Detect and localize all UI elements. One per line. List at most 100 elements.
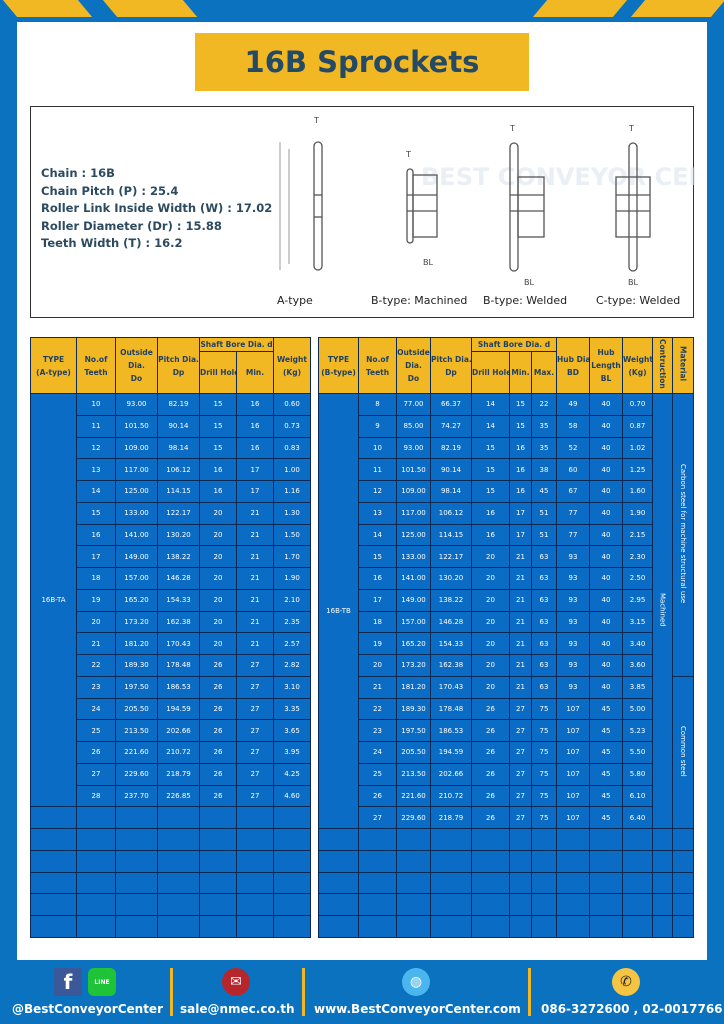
hub-length-cell: 40 [589, 654, 623, 677]
min-bore-cell: 17 [509, 501, 532, 525]
pitch-dia-cell: 114.15 [430, 523, 472, 547]
hub-length-cell: 40 [589, 501, 623, 525]
website-link[interactable]: www.BestConveyorCenter.com [314, 1002, 521, 1016]
min-bore-cell: 21 [509, 545, 532, 568]
empty-cell [531, 915, 557, 938]
svg-text:T: T [313, 116, 319, 125]
empty-cell [556, 915, 590, 938]
empty-cell [471, 849, 510, 873]
pitch-dia-cell: 122.17 [157, 501, 200, 525]
drill-hole-cell: 26 [199, 741, 237, 764]
weight-cell: 1.00 [273, 458, 311, 481]
hub-dia-cell: 107 [556, 784, 590, 808]
empty-cell [236, 893, 274, 916]
a-type-table: TYPE (A-type) No.of Teeth Outside Dia. Do Pi… [30, 337, 311, 938]
empty-cell [115, 849, 158, 873]
weight-cell: 1.16 [273, 480, 311, 503]
table-row [318, 871, 694, 895]
table-row: 24 205.50 194.59 26 27 3.35 [31, 697, 311, 721]
pitch-dia-cell: 202.66 [430, 762, 472, 786]
outside-dia-cell: 221.60 [115, 741, 158, 764]
empty-cell [76, 893, 116, 916]
drill-hole-cell: 20 [471, 654, 510, 677]
pitch-dia-cell: 210.72 [430, 784, 472, 808]
hub-length-cell: 45 [589, 762, 623, 786]
facebook-icon[interactable]: f [54, 968, 82, 996]
table-row: 15 133.00 122.17 20 21 1.30 [31, 501, 311, 525]
drill-hole-cell: 15 [199, 414, 237, 438]
table-row: 16 141.00 130.20 20 21 1.50 [31, 523, 311, 547]
weight-cell: 0.70 [622, 393, 653, 416]
pitch-dia-cell: 106.12 [157, 458, 200, 481]
max-bore-cell: 35 [531, 414, 557, 438]
empty-cell [589, 871, 623, 895]
pitch-dia-cell: 218.79 [157, 762, 200, 786]
empty-cell [622, 871, 653, 895]
table-row: 10 93.00 82.19 15 16 35 52 40 1.02 [319, 436, 694, 460]
teeth-cell: 19 [76, 588, 116, 612]
drill-hole-cell: 15 [471, 458, 510, 481]
weight-cell: 0.60 [273, 393, 311, 416]
outside-dia-cell: 141.00 [115, 523, 158, 547]
min-bore-cell: 21 [509, 675, 532, 699]
col-shaft-bore: Shaft Bore Dia. d [199, 337, 274, 352]
empty-cell [199, 806, 237, 829]
svg-text:BL: BL [628, 278, 638, 287]
outside-dia-cell: 117.00 [115, 458, 158, 481]
table-row [30, 893, 311, 916]
phone-numbers[interactable]: 086-3272600 , 02-0017766 [541, 1002, 723, 1016]
teeth-cell: 18 [76, 567, 116, 590]
empty-cell [157, 849, 200, 873]
hub-dia-cell: 93 [556, 632, 590, 655]
empty-cell [30, 806, 77, 829]
empty-cell [273, 915, 311, 938]
hub-dia-cell: 93 [556, 675, 590, 699]
outside-dia-cell: 109.00 [115, 436, 158, 460]
max-bore-cell: 63 [531, 675, 557, 699]
table-row: 26 221.60 210.72 26 27 75 107 45 6.10 [319, 784, 694, 808]
drill-hole-cell: 26 [471, 762, 510, 786]
pitch-dia-cell: 178.48 [157, 654, 200, 677]
min-bore-cell: 27 [509, 719, 532, 742]
line-icon[interactable]: LINE [88, 968, 116, 996]
outside-dia-cell: 125.00 [115, 480, 158, 503]
drill-hole-cell: 20 [199, 545, 237, 568]
empty-cell [589, 828, 623, 851]
max-bore-cell: 63 [531, 610, 557, 634]
empty-cell [652, 871, 673, 895]
social-handle[interactable]: @BestConveyorCenter [12, 1002, 163, 1016]
pitch-dia-cell: 170.43 [157, 632, 200, 655]
pitch-dia-cell: 114.15 [157, 480, 200, 503]
material-value: Common steel [679, 726, 687, 777]
page-title: 16B Sprockets [195, 33, 529, 91]
spec-roller-width: Roller Link Inside Width (W) : 17.02 [41, 201, 273, 215]
min-bore-cell: 17 [236, 458, 274, 481]
teeth-cell: 23 [76, 675, 116, 699]
drill-hole-cell: 20 [199, 501, 237, 525]
col-pitch-dia: Pitch Dia. Dp [157, 337, 200, 394]
table-row [30, 806, 311, 829]
globe-icon: ◍ [402, 968, 430, 996]
divider [170, 968, 173, 1016]
outside-dia-cell: 157.00 [115, 567, 158, 590]
pitch-dia-cell: 154.33 [157, 588, 200, 612]
min-bore-cell: 21 [509, 654, 532, 677]
material-value: Carbon steel for machine structural use [679, 464, 687, 604]
teeth-cell: 20 [358, 654, 397, 677]
empty-cell [672, 915, 694, 938]
empty-cell [358, 893, 397, 916]
outside-dia-cell: 149.00 [396, 588, 431, 612]
hub-length-cell: 40 [589, 675, 623, 699]
drill-hole-cell: 16 [199, 480, 237, 503]
outside-dia-cell: 213.50 [115, 719, 158, 742]
hub-dia-cell: 107 [556, 741, 590, 764]
hub-length-cell: 40 [589, 393, 623, 416]
empty-cell [157, 915, 200, 938]
hub-dia-cell: 52 [556, 436, 590, 460]
teeth-cell: 10 [358, 436, 397, 460]
weight-cell: 2.35 [273, 610, 311, 634]
email-link[interactable]: sale@nmec.co.th [180, 1002, 295, 1016]
empty-cell [531, 893, 557, 916]
table-row: 22 189.30 178.48 26 27 2.82 [31, 654, 311, 677]
outside-dia-cell: 181.20 [115, 632, 158, 655]
